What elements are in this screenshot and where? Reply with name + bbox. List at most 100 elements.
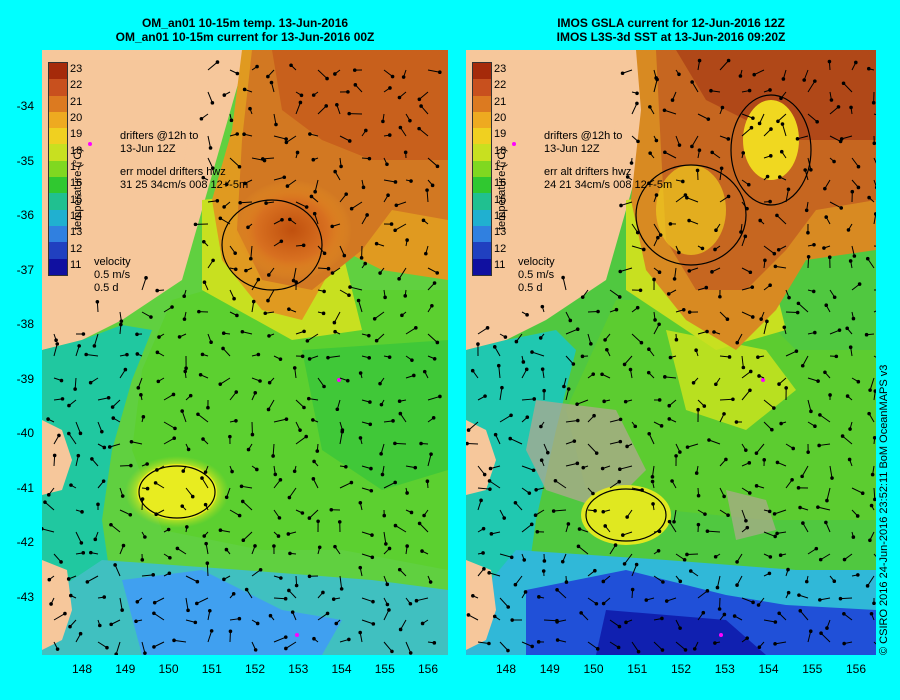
velocity-arrow-head	[635, 101, 639, 106]
velocity-arrow-head	[381, 119, 385, 124]
velocity-arrow-head	[500, 385, 504, 390]
velocity-arrow-head	[347, 637, 351, 642]
velocity-arrow-head	[832, 579, 837, 583]
velocity-arrow-head	[796, 486, 801, 490]
velocity-arrow	[820, 632, 831, 643]
velocity-arrow-head	[867, 411, 871, 416]
velocity-arrow	[782, 123, 787, 137]
velocity-arrow	[873, 157, 876, 164]
velocity-arrow	[819, 443, 831, 446]
velocity-arrow-head	[677, 72, 681, 77]
velocity-arrow-head	[625, 515, 629, 519]
velocity-arrow-head	[111, 416, 116, 420]
left-map-panel: 23 22 21 20 19 18 17 16 15 14 13 12 11 temperature (…	[42, 50, 448, 655]
velocity-arrow-head	[300, 511, 305, 515]
velocity-arrow	[317, 69, 328, 79]
velocity-arrow-head	[253, 544, 257, 548]
velocity-arrow-head	[780, 122, 785, 126]
velocity-arrow-head	[697, 58, 702, 63]
velocity-arrow-head	[134, 619, 138, 624]
latitude-tick-label: -38	[16, 317, 34, 331]
velocity-arrow-head	[272, 544, 276, 548]
velocity-arrow	[141, 574, 154, 577]
velocity-arrow	[867, 575, 875, 587]
velocity-arrow	[74, 377, 77, 390]
velocity-arrow-head	[379, 402, 384, 407]
velocity-arrow-head	[873, 497, 876, 502]
velocity-arrow-head	[250, 432, 255, 437]
colorbar-segment	[49, 258, 67, 275]
velocity-arrow-head	[100, 429, 104, 434]
velocity-arrow-head	[661, 580, 665, 584]
colorbar-segment	[473, 258, 491, 275]
velocity-arrow-head	[777, 382, 781, 386]
velocity-arrow	[624, 553, 633, 565]
velocity-arrow	[741, 311, 753, 318]
velocity-arrow-head	[476, 342, 480, 346]
colorbar-segment	[473, 225, 491, 243]
velocity-arrow-head	[639, 340, 644, 345]
velocity-arrow	[153, 612, 165, 621]
velocity-arrow-field-right	[466, 58, 876, 654]
velocity-arrow-head	[795, 137, 800, 141]
velocity-arrow-head	[273, 472, 278, 477]
velocity-arrow-head	[663, 375, 667, 379]
colorbar-tick-label: 17	[70, 161, 83, 173]
velocity-arrow-head	[732, 614, 737, 618]
velocity-arrow-head	[78, 431, 83, 436]
velocity-arrow-head	[277, 516, 282, 520]
velocity-arrow-head	[535, 529, 540, 534]
velocity-arrow	[674, 267, 677, 280]
velocity-arrow-head	[128, 512, 133, 517]
colorbar-tick-label: 14	[494, 209, 507, 222]
velocity-arrow-head	[240, 499, 245, 504]
velocity-arrow-head	[751, 600, 755, 605]
velocity-arrow-head	[388, 86, 392, 90]
velocity-arrow-head	[532, 397, 537, 401]
velocity-arrow-head	[866, 66, 871, 71]
velocity-arrow-head	[618, 417, 623, 422]
velocity-arrow-head	[367, 356, 371, 360]
colorbar-tick-label: 20	[70, 112, 83, 125]
velocity-arrow-head	[324, 104, 329, 108]
velocity-arrow-head	[871, 100, 876, 105]
velocity-arrow-head	[419, 441, 423, 446]
velocity-arrow-head	[203, 502, 208, 507]
velocity-arrow-head	[754, 484, 759, 488]
velocity-arrow-head	[195, 601, 199, 606]
velocity-arrow-head	[304, 205, 309, 209]
velocity-arrow-head	[337, 520, 342, 524]
velocity-arrow-head	[129, 439, 134, 444]
velocity-arrow-head	[735, 560, 739, 564]
velocity-arrow	[468, 421, 479, 431]
colorbar-tick-label: 20	[494, 112, 507, 125]
velocity-arrow-head	[342, 253, 347, 258]
velocity-arrow-head	[618, 467, 622, 472]
velocity-arrow-head	[425, 479, 430, 483]
velocity-arrow-head	[749, 125, 754, 130]
velocity-arrow	[119, 509, 131, 516]
velocity-arrow-head	[710, 150, 714, 155]
velocity-arrow-head	[834, 354, 839, 359]
velocity-arrow-head	[397, 567, 402, 572]
velocity-arrow-head	[193, 222, 198, 227]
velocity-arrow-head	[125, 352, 129, 357]
velocity-arrow	[477, 465, 486, 475]
velocity-arrow	[543, 619, 557, 622]
velocity-arrow-head	[660, 648, 665, 652]
velocity-arrow-head	[248, 106, 252, 111]
velocity-arrow-head	[218, 382, 223, 386]
velocity-arrow-head	[596, 309, 600, 314]
velocity-arrow-head	[872, 601, 876, 606]
velocity-arrow	[349, 286, 363, 291]
velocity-arrow	[829, 135, 841, 142]
velocity-arrow	[207, 630, 213, 643]
velocity-arrow-head	[786, 187, 791, 192]
velocity-arrow-head	[253, 390, 258, 395]
velocity-arrow-head	[506, 648, 510, 653]
velocity-arrow-head	[316, 519, 320, 524]
velocity-arrow-head	[564, 580, 569, 584]
velocity-arrow	[741, 389, 751, 401]
velocity-arrow-head	[873, 389, 876, 393]
velocity-arrow-head	[372, 316, 377, 321]
